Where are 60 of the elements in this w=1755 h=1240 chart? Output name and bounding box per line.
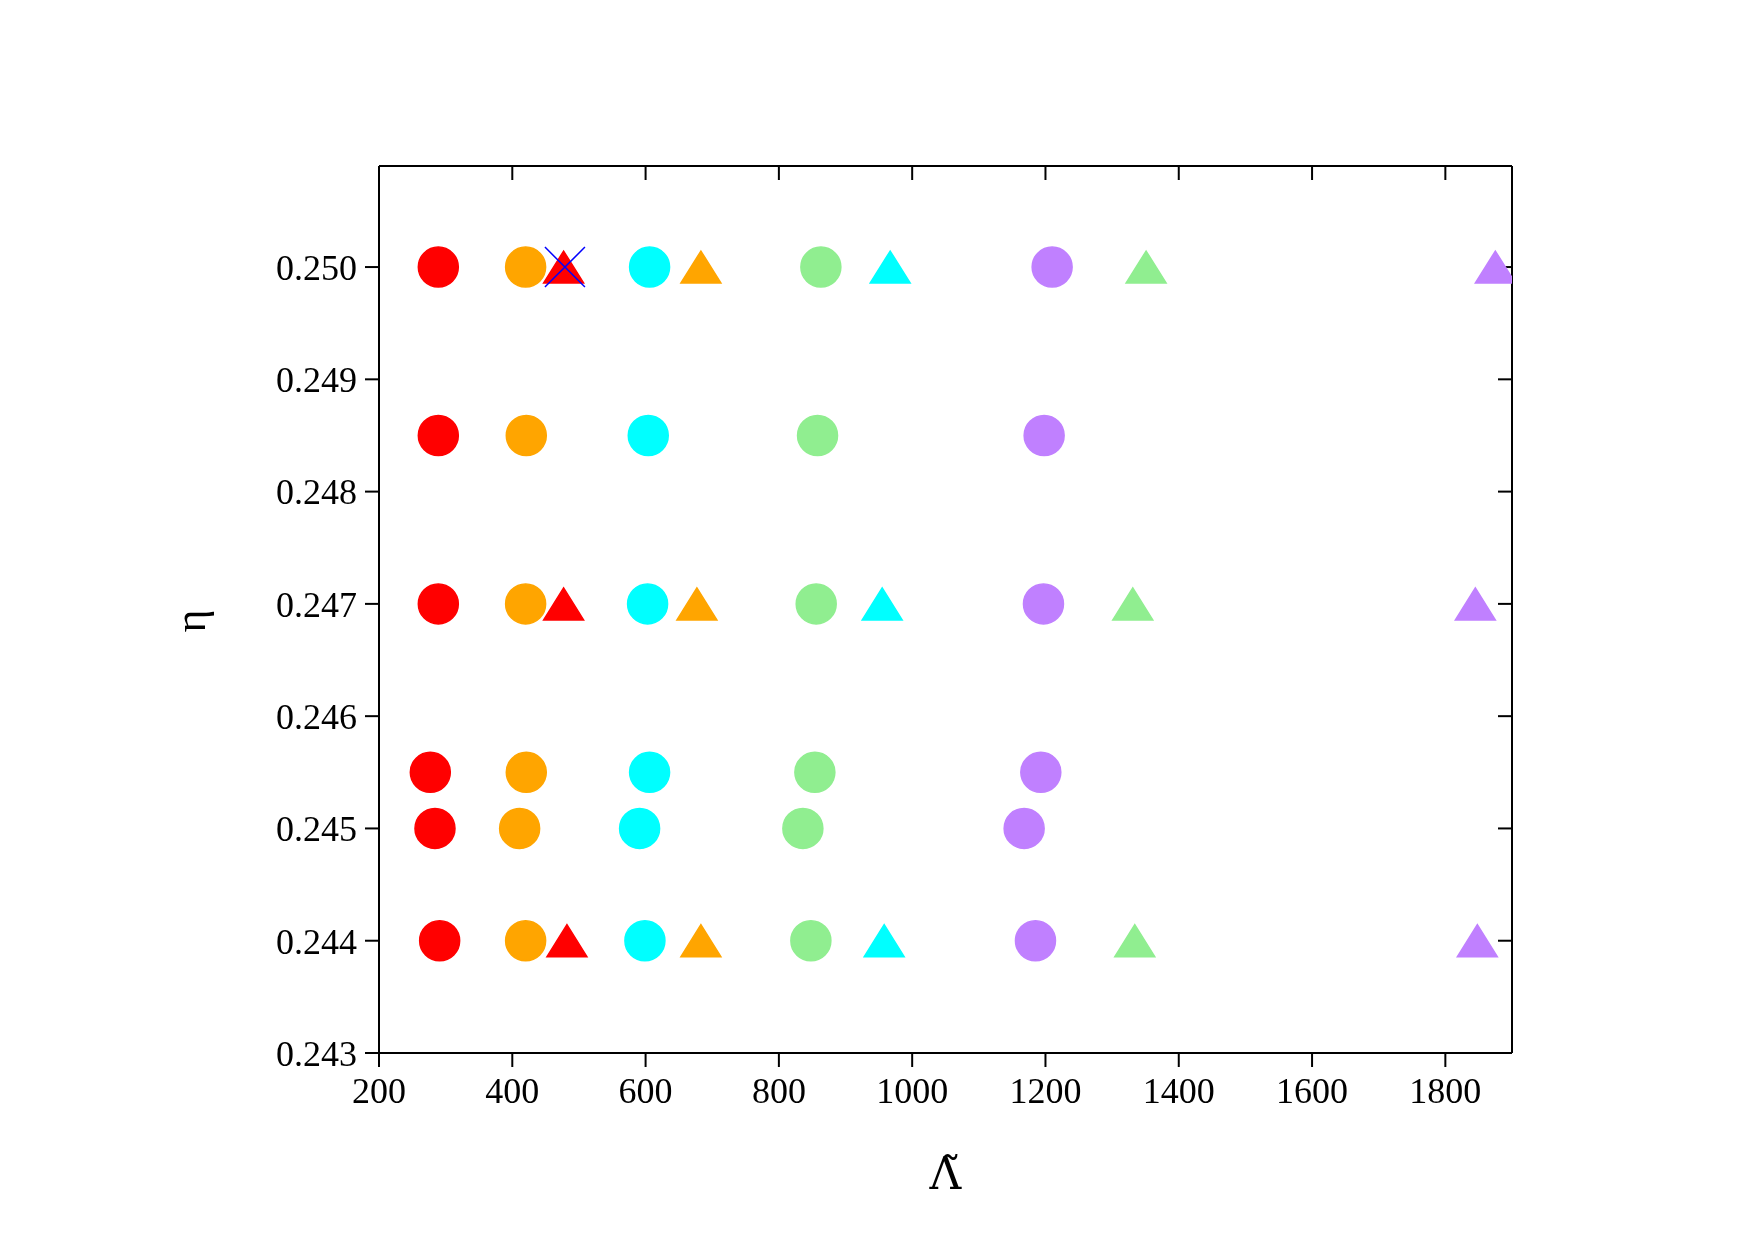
point [1020,751,1062,794]
point [1023,414,1065,457]
x-tick-label: 800 [751,1070,806,1111]
point [626,583,669,625]
point [627,414,669,457]
point [1003,807,1045,850]
point [1456,923,1499,958]
y-tick-label: 0.247 [276,584,357,625]
point [1022,583,1065,625]
x-tick-label: 400 [485,1070,540,1111]
point [546,923,588,958]
point [861,587,903,621]
y-tick-label: 0.248 [276,472,357,513]
y-tick-label: 0.250 [276,247,357,288]
point [505,751,548,794]
point [504,919,547,962]
point [618,807,661,850]
y-tick-label: 0.249 [276,360,357,401]
point [794,751,836,794]
point [504,583,547,625]
point [417,583,460,625]
point [869,250,911,284]
point [1454,587,1497,621]
x-tick-label: 1400 [1142,1070,1215,1111]
point [1114,923,1156,958]
point [1112,587,1154,621]
x-axis-title: Λ̃ [928,1148,963,1200]
y-tick-label: 0.244 [276,921,357,962]
point [417,246,460,288]
point [504,246,547,288]
point [1125,250,1167,284]
point [414,807,456,850]
point [680,923,722,958]
x-tick-label: 1800 [1409,1070,1482,1111]
point [796,414,839,457]
point [628,246,671,288]
x-tick-label: 1200 [1009,1070,1082,1111]
point [418,919,461,962]
point [676,587,718,621]
point [498,807,541,850]
point [505,414,548,457]
point [409,751,452,794]
y-axis-title: η [165,609,215,633]
x-tick-label: 600 [618,1070,673,1111]
point [790,919,832,962]
point [1031,246,1073,288]
point [795,583,837,625]
point [417,414,460,457]
point [628,751,671,794]
point [680,250,722,284]
point [1014,919,1057,962]
y-tick-label: 0.245 [276,809,357,850]
y-tick-label: 0.246 [276,696,357,737]
x-tick-label: 1600 [1276,1070,1349,1111]
point [542,587,585,621]
point [624,919,666,962]
x-tick-label: 1000 [876,1070,949,1111]
point [782,807,824,850]
point [863,923,905,958]
point [800,246,842,288]
